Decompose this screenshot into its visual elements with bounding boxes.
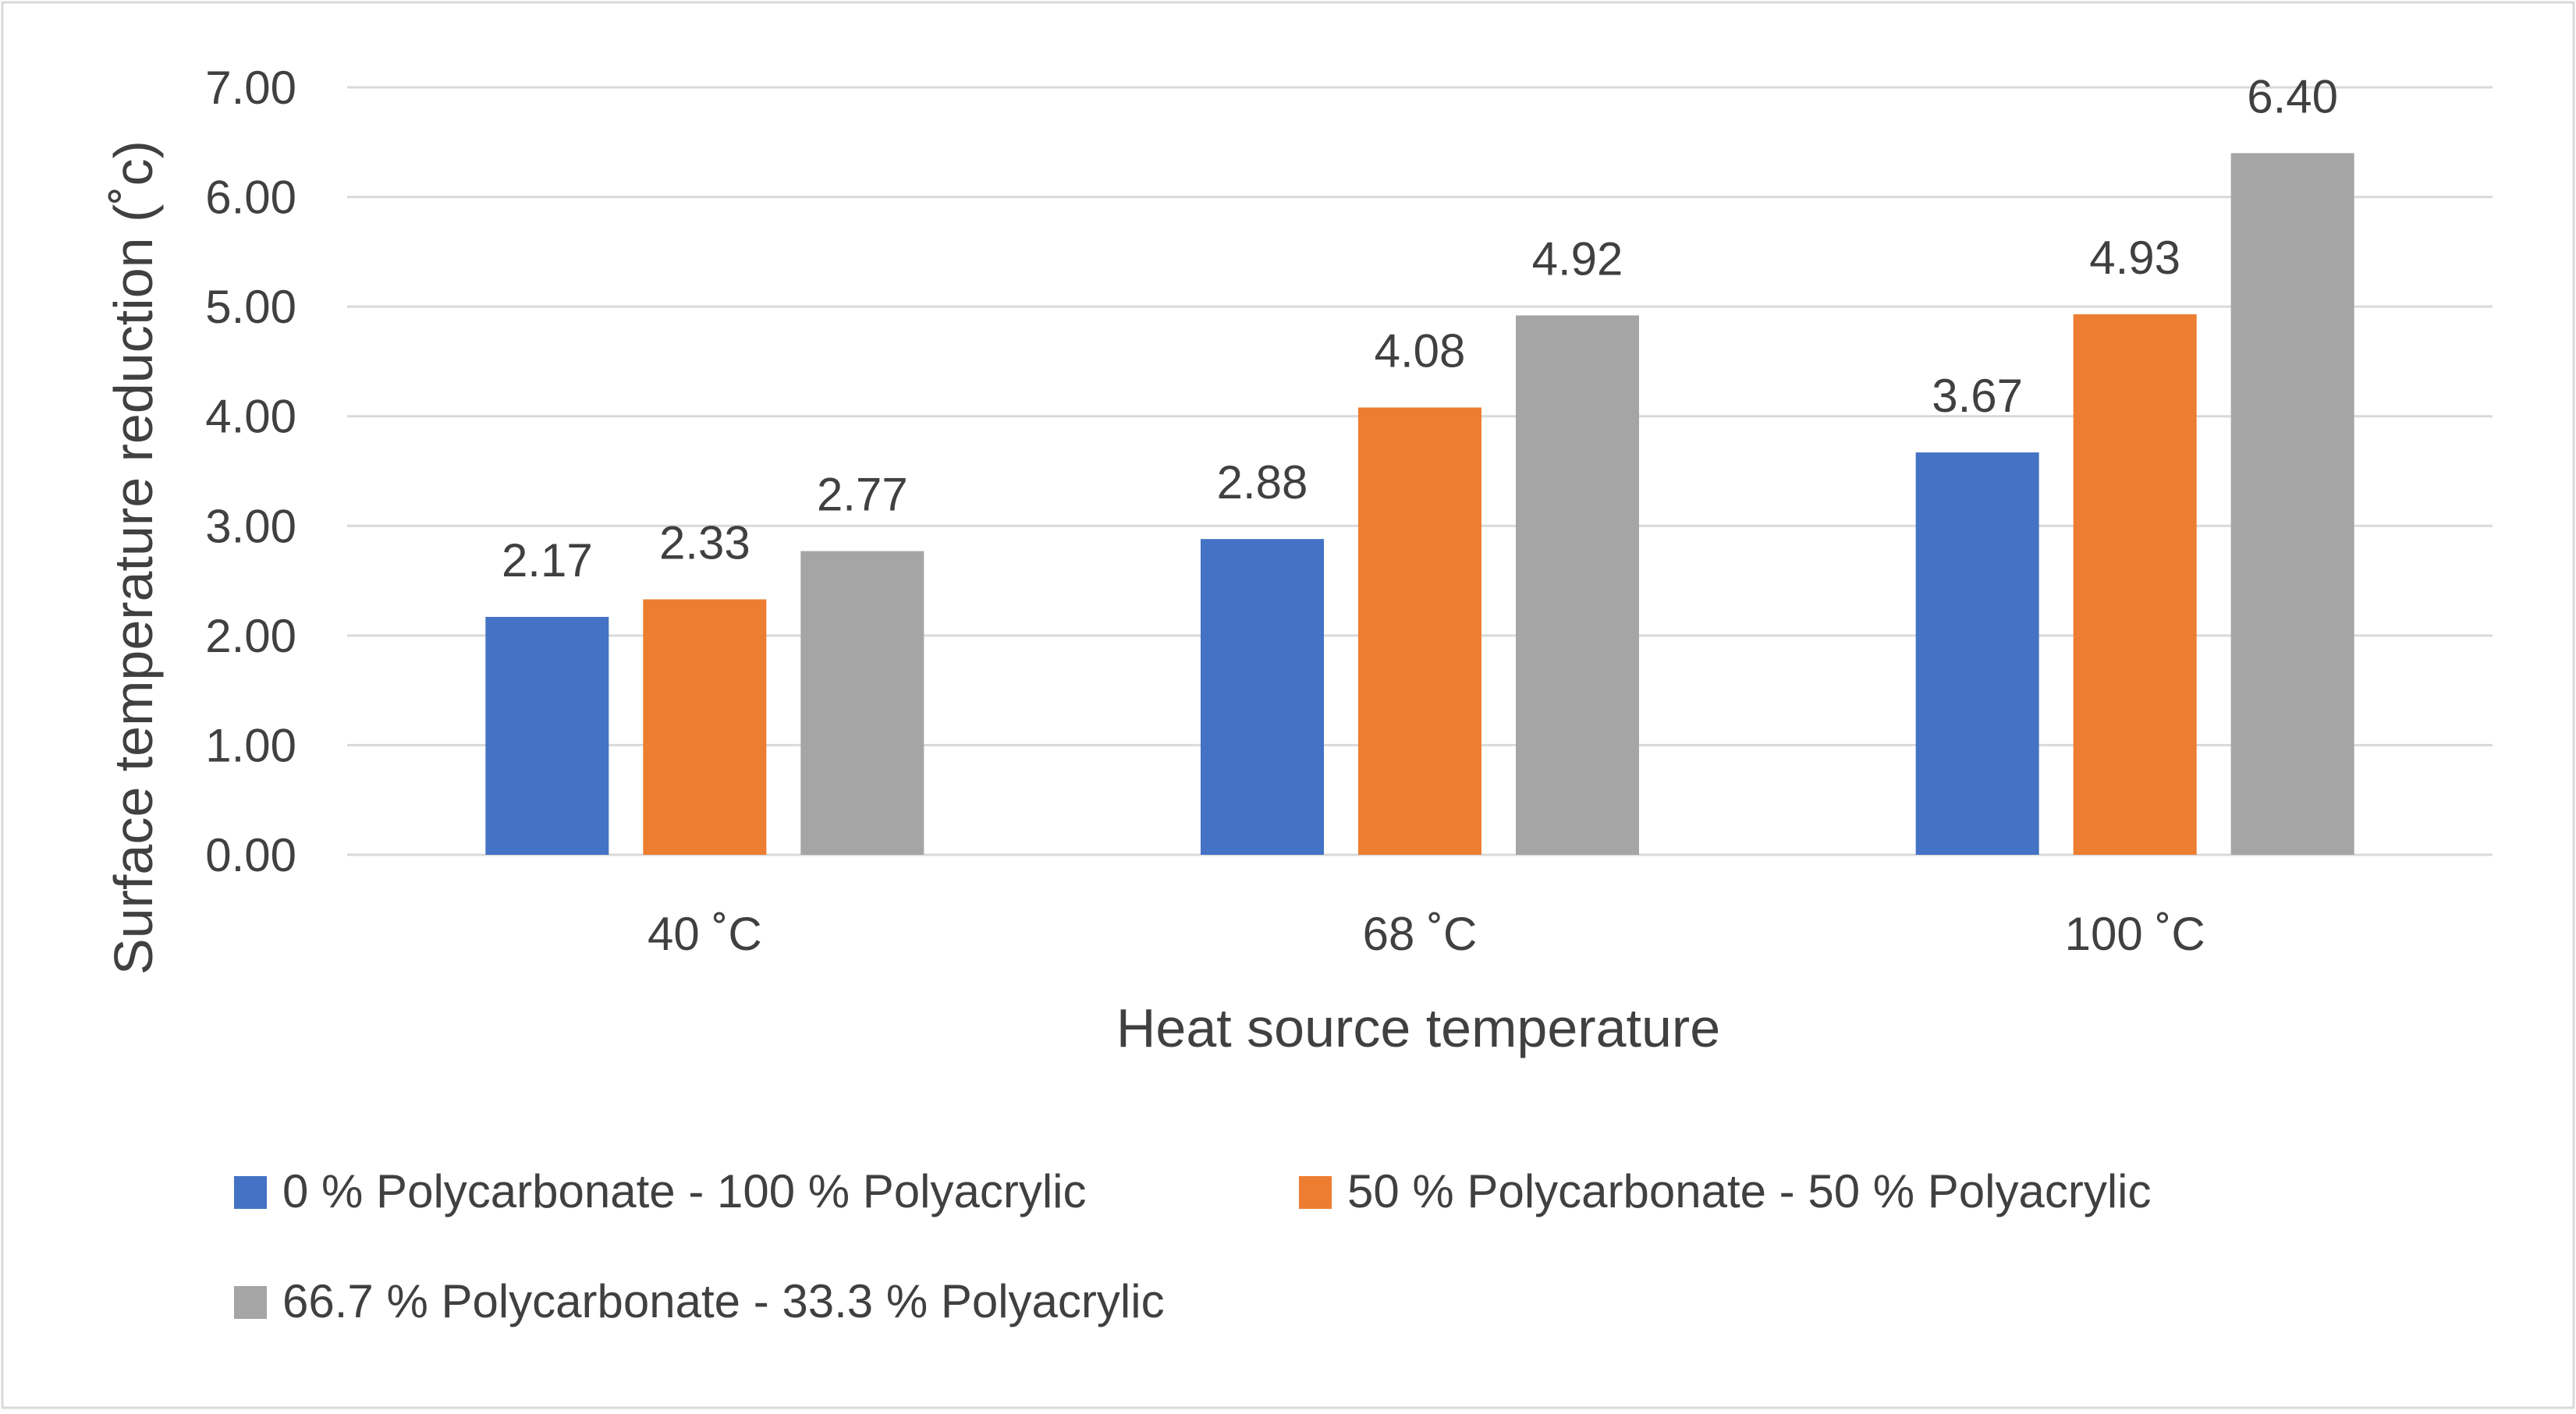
y-tick-label: 7.00 [205, 62, 296, 114]
y-tick-label: 5.00 [205, 281, 296, 333]
y-axis-title: Surface temperature reduction (˚c) [103, 140, 164, 975]
y-tick-label: 3.00 [205, 500, 296, 552]
data-label: 4.93 [2089, 232, 2180, 284]
bar [643, 599, 767, 855]
data-labels: 2.17 2.33 2.77 2.88 4.08 4.92 3.67 4.93 6.40 [502, 70, 2338, 587]
data-label: 6.40 [2247, 70, 2338, 122]
bar [1516, 315, 1639, 856]
legend-swatch [1299, 1176, 1332, 1209]
data-label: 3.67 [1932, 370, 2023, 422]
bar [2073, 314, 2197, 855]
x-axis-title: Heat source temperature [1116, 998, 1720, 1058]
legend-label: 0 % Polycarbonate - 100 % Polyacrylic [282, 1165, 1087, 1217]
y-tick-label: 6.00 [205, 172, 296, 224]
legend-item: 0 % Polycarbonate - 100 % Polyacrylic [234, 1165, 1087, 1217]
data-label: 2.77 [817, 469, 908, 521]
x-category-label: 68 ˚C [1363, 908, 1478, 960]
bar [1201, 539, 1324, 855]
bar [1915, 452, 2039, 855]
data-label: 2.17 [502, 534, 593, 587]
legend-item: 66.7 % Polycarbonate - 33.3 % Polyacryli… [234, 1275, 1165, 1327]
legend: 0 % Polycarbonate - 100 % Polyacrylic 50 … [234, 1165, 2152, 1327]
bars [485, 153, 2354, 856]
legend-item: 50 % Polycarbonate - 50 % Polyacrylic [1299, 1165, 2152, 1217]
data-label: 4.08 [1375, 324, 1466, 377]
y-tick-label: 4.00 [205, 391, 296, 443]
legend-swatch [234, 1176, 267, 1209]
y-tick-label: 2.00 [205, 610, 296, 662]
bar [485, 616, 609, 855]
x-category-label: 100 ˚C [2065, 908, 2205, 960]
y-axis-ticks: 0.00 1.00 2.00 3.00 4.00 5.00 6.00 7.00 [205, 62, 296, 881]
bar [800, 551, 924, 855]
data-label: 4.92 [1532, 232, 1623, 285]
bar [2230, 153, 2354, 856]
x-axis-categories: 40 ˚C 68 ˚C 100 ˚C [648, 908, 2205, 960]
x-category-label: 40 ˚C [648, 908, 762, 960]
legend-label: 50 % Polycarbonate - 50 % Polyacrylic [1347, 1165, 2152, 1217]
y-tick-label: 1.00 [205, 719, 296, 771]
data-label: 2.88 [1217, 456, 1308, 509]
y-tick-label: 0.00 [205, 829, 296, 881]
bar [1358, 407, 1481, 855]
legend-label: 66.7 % Polycarbonate - 33.3 % Polyacryli… [282, 1275, 1165, 1327]
data-label: 2.33 [659, 516, 750, 569]
legend-swatch [234, 1286, 267, 1319]
